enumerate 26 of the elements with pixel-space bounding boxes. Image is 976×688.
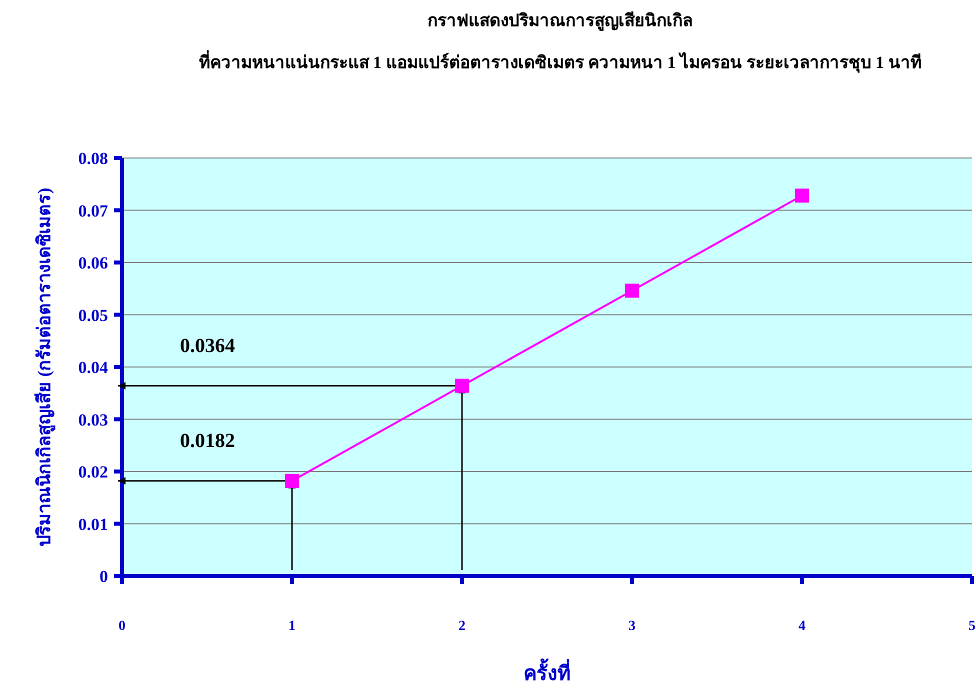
y-axis-title: ปริมาณนิกเกิลสูญเสีย (กรัมต่อตารางเดซิเมตร) <box>34 188 56 546</box>
annotation: 0.0182 <box>180 430 235 452</box>
x-tick-label: 5 <box>968 619 976 634</box>
point <box>625 284 639 298</box>
point <box>285 474 299 488</box>
y-tick-label: 0.04 <box>78 358 108 377</box>
y-tick-label: 0 <box>100 567 108 586</box>
point <box>455 378 469 393</box>
y-tick-label: 0.06 <box>78 254 108 272</box>
x-axis-title: ครั้งที่ <box>524 658 570 685</box>
x-tick-label: 3 <box>628 619 636 634</box>
x-tick-label: 0 <box>118 619 126 634</box>
chart-title: กราฟแสดงปริมาณการสูญเสียนิกเกิล <box>428 10 692 32</box>
y-tick-label: 0.01 <box>78 514 108 534</box>
x-tick-label: 1 <box>288 619 296 634</box>
point <box>795 188 809 203</box>
y-tick-label: 0.03 <box>78 410 108 430</box>
y-tick-label: 0.08 <box>78 149 108 168</box>
x-tick-label: 2 <box>458 619 466 634</box>
y-tick-label: 0.07 <box>78 201 108 220</box>
x-tick-label: 4 <box>798 619 806 634</box>
arrows-annotation: 0.0182 <box>118 430 296 570</box>
y-tick-label: 0.02 <box>78 462 108 482</box>
y-tick-label: 0.05 <box>78 306 108 325</box>
chart-subtitle: ที่ความหนาแน่นกระแส 1 แอมแปร์ต่อตารางเดซิเมตร ความหนา 1 ไมครอน ระยะเวลาการชุบ 1 นาที <box>198 50 922 73</box>
annotation: 0.0364 <box>180 334 235 357</box>
